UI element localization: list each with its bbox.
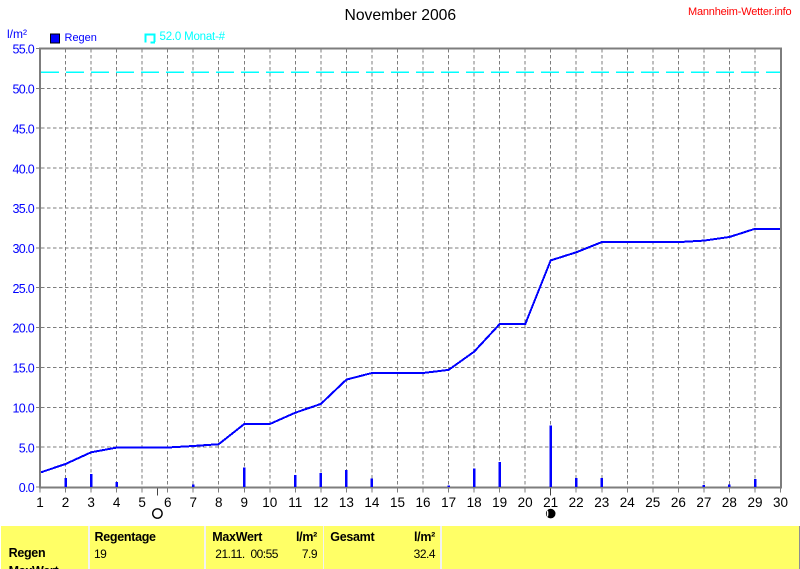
svg-text:15: 15 <box>390 495 405 510</box>
svg-text:25.0: 25.0 <box>12 282 34 296</box>
svg-text:14: 14 <box>364 495 380 510</box>
svg-text:21: 21 <box>543 495 558 510</box>
svg-text:22: 22 <box>569 495 584 510</box>
svg-text:7: 7 <box>189 495 197 510</box>
svg-text:3: 3 <box>87 495 95 510</box>
svg-text:11: 11 <box>288 495 302 510</box>
svg-text:30.0: 30.0 <box>12 242 34 256</box>
svg-text:28: 28 <box>722 495 737 510</box>
svg-text:45.0: 45.0 <box>12 122 34 136</box>
svg-text:29: 29 <box>747 495 762 510</box>
svg-text:5: 5 <box>138 495 146 510</box>
svg-text:27: 27 <box>696 495 711 510</box>
svg-text:23: 23 <box>594 495 609 510</box>
svg-text:30: 30 <box>773 495 788 510</box>
svg-text:24: 24 <box>620 495 636 510</box>
svg-text:8: 8 <box>215 495 223 510</box>
svg-text:20.0: 20.0 <box>12 322 34 336</box>
svg-text:35.0: 35.0 <box>12 202 34 216</box>
svg-text:6: 6 <box>164 495 172 510</box>
svg-text:13: 13 <box>339 495 354 510</box>
svg-text:26: 26 <box>671 495 686 510</box>
svg-text:50.0: 50.0 <box>12 83 34 97</box>
svg-text:55.0: 55.0 <box>12 43 34 57</box>
svg-text:10: 10 <box>262 495 277 510</box>
svg-text:16: 16 <box>415 495 430 510</box>
svg-text:2: 2 <box>62 495 70 510</box>
svg-text:17: 17 <box>441 495 456 510</box>
svg-text:40.0: 40.0 <box>12 162 34 176</box>
svg-text:1: 1 <box>36 495 44 510</box>
svg-text:5.0: 5.0 <box>19 441 35 455</box>
svg-text:10.0: 10.0 <box>12 402 34 416</box>
svg-text:19: 19 <box>492 495 507 510</box>
svg-text:12: 12 <box>313 495 328 510</box>
svg-text:15.0: 15.0 <box>12 362 34 376</box>
svg-text:20: 20 <box>518 495 533 510</box>
svg-text:0.0: 0.0 <box>19 481 35 495</box>
svg-text:4: 4 <box>113 495 121 510</box>
svg-text:18: 18 <box>467 495 482 510</box>
svg-text:25: 25 <box>645 495 660 510</box>
svg-text:9: 9 <box>241 495 249 510</box>
